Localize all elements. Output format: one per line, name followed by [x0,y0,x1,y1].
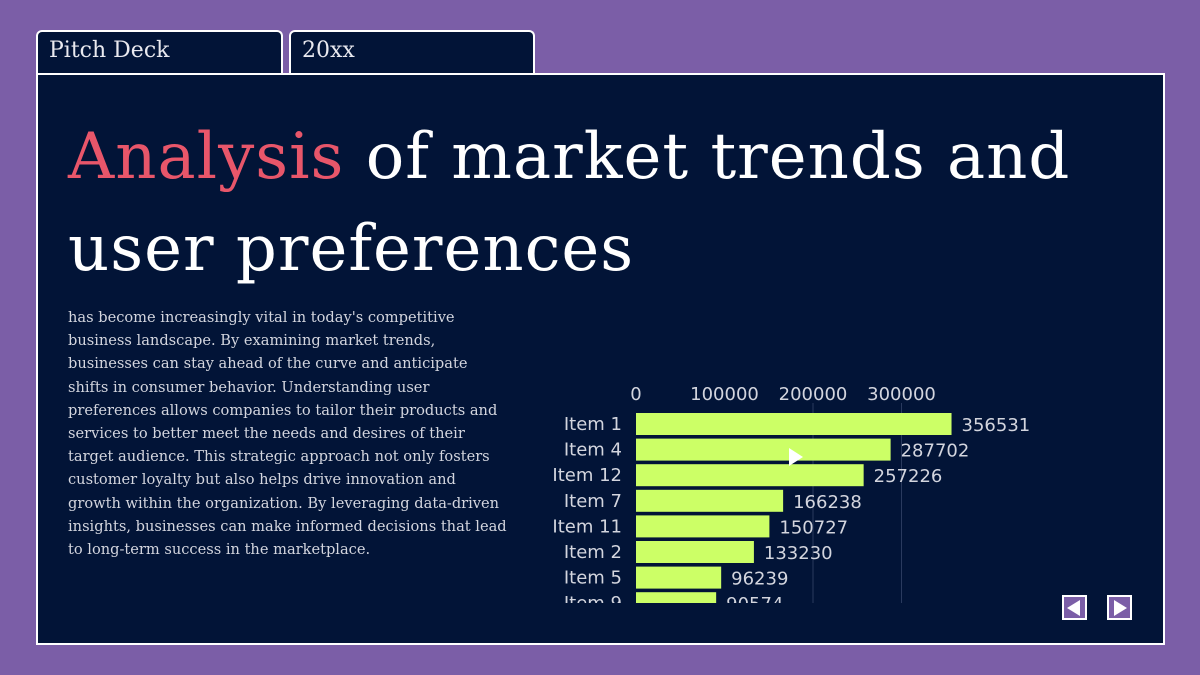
category-label: Item 7 [564,491,622,512]
arrow-left-icon [1067,599,1080,616]
bar [636,438,891,461]
data-label: 90574 [726,594,783,603]
bar [636,515,770,538]
category-label: Item 12 [552,465,622,486]
play-icon[interactable] [789,448,803,466]
x-tick-label: 200000 [779,384,848,405]
x-tick-label: 100000 [690,384,759,405]
slide-title: Analysis of market trends and user prefe… [68,111,1128,295]
bar-chart: 0 100000 200000 300000 Item 1 356531 Item 4 287… [552,384,1031,603]
previous-slide-button[interactable] [1062,595,1087,620]
bar [636,464,864,487]
bar [636,592,717,603]
slide-panel: Analysis of market trends and user prefe… [36,73,1165,645]
category-label: Item 5 [564,568,622,589]
data-label: 133230 [764,543,833,564]
category-label: Item 9 [564,593,622,603]
data-label: 356531 [962,415,1031,436]
data-label: 166238 [793,492,862,513]
category-label: Item 4 [564,440,622,461]
title-rest: of market trends and user preferences [68,120,1071,286]
next-slide-button[interactable] [1107,595,1132,620]
category-label: Item 1 [564,414,622,435]
bar [636,566,722,589]
bar [636,541,754,563]
bar [636,413,952,435]
bar [636,489,784,512]
data-label: 287702 [901,441,970,462]
tab-pitch-deck[interactable]: Pitch Deck [36,30,283,74]
data-label: 150727 [779,517,848,538]
x-tick-label: 300000 [867,384,936,405]
category-label: Item 2 [564,542,622,563]
tab-year[interactable]: 20xx [289,30,535,74]
body-paragraph: has become increasingly vital in today's… [68,309,507,559]
x-tick-label: 0 [630,384,641,405]
title-accent: Analysis [68,120,345,194]
data-label: 257226 [874,466,943,487]
arrow-right-icon [1114,599,1127,616]
category-label: Item 11 [552,516,622,537]
data-label: 96239 [731,569,788,590]
